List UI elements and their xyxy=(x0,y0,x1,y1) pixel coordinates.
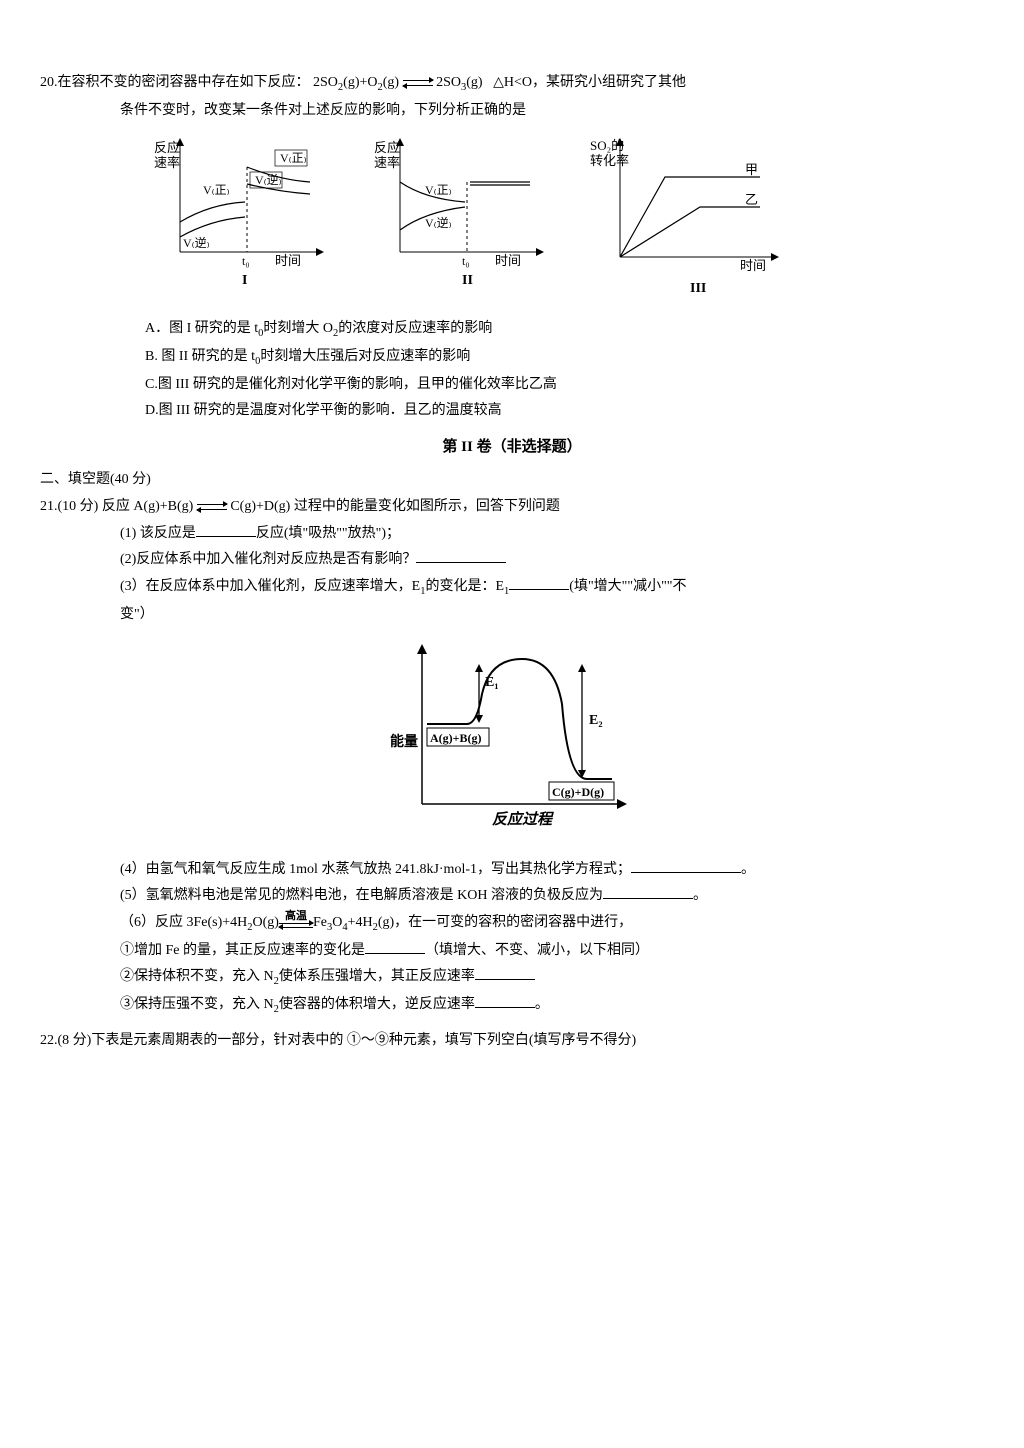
svg-text:反应: 反应 xyxy=(374,140,400,155)
y-axis-label: 反应 xyxy=(154,140,180,155)
svg-text:甲: 甲 xyxy=(745,162,758,177)
svg-text:t₀: t₀ xyxy=(242,254,250,268)
q20-option-b: B. 图 II 研究的是 t0时刻增大压强后对反应速率的影响 xyxy=(40,344,984,372)
graph-1: 反应 速率 V₍正₎ V₍逆₎ V₍正₎ V₍逆₎ t₀ 时间 I xyxy=(150,132,330,292)
svg-text:V₍正₎: V₍正₎ xyxy=(203,183,230,197)
svg-text:能量: 能量 xyxy=(390,733,418,750)
svg-text:V₍正₎: V₍正₎ xyxy=(280,151,307,165)
graph-2: 反应 速率 V₍正₎ V₍逆₎ t₀ 时间 II xyxy=(370,132,550,292)
q21-p3-tail: 变"） xyxy=(40,602,984,629)
q21-p5: (5）氢氧燃料电池是常见的燃料电池，在电解质溶液是 KOH 溶液的负极反应为。 xyxy=(40,883,984,910)
q21-p3: (3）在反应体系中加入催化剂，反应速率增大，E1的变化是：E1(填"增大""减小… xyxy=(40,574,984,602)
section-2-title: 第 II 卷（非选择题） xyxy=(40,433,984,462)
blank-input[interactable] xyxy=(509,575,569,590)
equilibrium-arrow-icon xyxy=(197,503,227,511)
svg-text:时间: 时间 xyxy=(275,253,301,268)
svg-text:SO₂的: SO₂的 xyxy=(590,138,624,153)
svg-text:反应过程: 反应过程 xyxy=(492,810,554,828)
q21-p6: （6）反应 3Fe(s)+4H2O(g)高温Fe3O4+4H2(g)，在一可变的… xyxy=(40,910,984,938)
blank-input[interactable] xyxy=(603,884,693,899)
svg-text:E₁: E₁ xyxy=(485,675,499,690)
svg-text:E₂: E₂ xyxy=(589,713,603,728)
svg-text:速率: 速率 xyxy=(374,155,400,170)
svg-text:II: II xyxy=(462,273,473,288)
q21-p1: (1) 该反应是反应(填"吸热""放热")； xyxy=(40,521,984,548)
svg-text:t₀: t₀ xyxy=(462,254,470,268)
svg-text:时间: 时间 xyxy=(495,253,521,268)
svg-text:V₍正₎: V₍正₎ xyxy=(425,183,452,197)
q21-p6-3: ③保持压强不变，充入 N2使容器的体积增大，逆反应速率。 xyxy=(40,992,984,1020)
q21-p2: (2)反应体系中加入催化剂对反应热是否有影响？ xyxy=(40,547,984,574)
svg-text:时间: 时间 xyxy=(740,258,766,273)
question-22: 22.(8 分)下表是元素周期表的一部分，针对表中的 ①～⑨种元素，填写下列空白… xyxy=(40,1028,984,1055)
svg-text:V₍逆₎: V₍逆₎ xyxy=(183,235,210,250)
svg-text:速率: 速率 xyxy=(154,155,180,170)
q21-p6-1: ①增加 Fe 的量，其正反应速率的变化是（填增大、不变、减小，以下相同） xyxy=(40,938,984,965)
high-temp-arrow-icon: 高温 xyxy=(279,913,313,933)
svg-text:III: III xyxy=(690,281,706,296)
blank-input[interactable] xyxy=(475,993,535,1008)
q21-energy-figure: E₁ E₂ 能量 A(g)+B(g) C(g)+D(g) 反应过程 xyxy=(40,634,984,845)
svg-text:I: I xyxy=(242,273,247,288)
blank-input[interactable] xyxy=(196,522,256,537)
question-21: 21.(10 分) 反应 A(g)+B(g) C(g)+D(g) 过程中的能量变… xyxy=(40,494,984,1020)
svg-text:V₍逆₎: V₍逆₎ xyxy=(425,215,452,230)
q20-option-d: D.图 III 研究的是温度对化学平衡的影响．且乙的温度较高 xyxy=(40,398,984,425)
q21-stem: 21.(10 分) 反应 A(g)+B(g) C(g)+D(g) 过程中的能量变… xyxy=(40,494,984,521)
q20-stem-line1: 20.在容积不变的密闭容器中存在如下反应： 2SO2(g)+O2(g) 2SO3… xyxy=(40,70,984,98)
q20-option-c: C.图 III 研究的是催化剂对化学平衡的影响，且甲的催化效率比乙高 xyxy=(40,372,984,399)
q20-graphs: 反应 速率 V₍正₎ V₍逆₎ V₍正₎ V₍逆₎ t₀ 时间 I 反应 速率 xyxy=(40,132,984,302)
q21-p4: (4）由氢气和氧气反应生成 1mol 水蒸气放热 241.8kJ·mol-1，写… xyxy=(40,857,984,884)
svg-text:乙: 乙 xyxy=(745,192,758,207)
svg-text:A(g)+B(g): A(g)+B(g) xyxy=(430,731,482,745)
svg-text:转化率: 转化率 xyxy=(590,153,629,168)
equilibrium-arrow-icon xyxy=(403,79,433,87)
svg-text:C(g)+D(g): C(g)+D(g) xyxy=(552,785,604,799)
graph-3: SO₂的 转化率 甲 乙 时间 III xyxy=(590,132,790,302)
q20-option-a: A．图 I 研究的是 t0时刻增大 O2的浓度对反应速率的影响 xyxy=(40,316,984,344)
blank-input[interactable] xyxy=(365,939,425,954)
svg-text:V₍逆₎: V₍逆₎ xyxy=(255,172,282,187)
question-20: 20.在容积不变的密闭容器中存在如下反应： 2SO2(g)+O2(g) 2SO3… xyxy=(40,70,984,425)
q21-p6-2: ②保持体积不变，充入 N2使体系压强增大，其正反应速率 xyxy=(40,964,984,992)
q20-stem-line2: 条件不变时，改变某一条件对上述反应的影响，下列分析正确的是 xyxy=(40,98,984,125)
blank-input[interactable] xyxy=(631,858,741,873)
section-2-subtitle: 二、填空题(40 分) xyxy=(40,467,984,494)
blank-input[interactable] xyxy=(416,548,506,563)
blank-input[interactable] xyxy=(475,965,535,980)
q20-number: 20. xyxy=(40,75,58,90)
